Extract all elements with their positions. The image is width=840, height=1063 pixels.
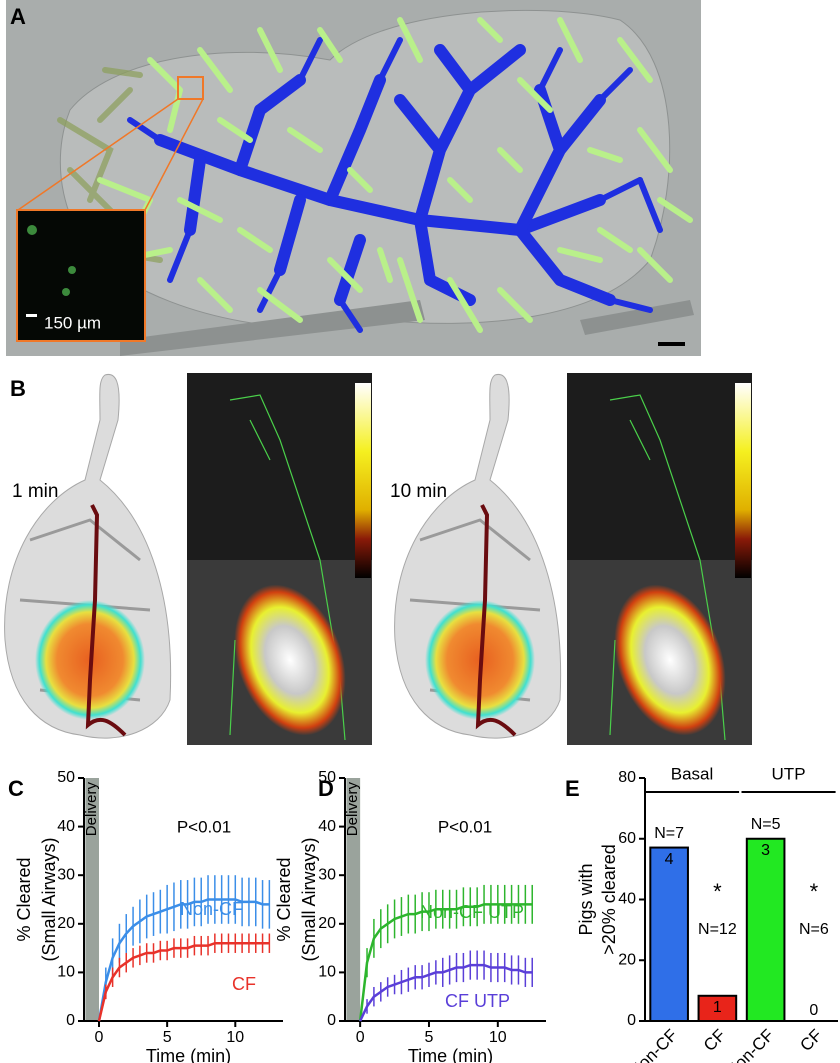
- bar-count: 0: [809, 1002, 818, 1019]
- x-tick-label: 5: [163, 1029, 172, 1046]
- y-tick-label: 20: [318, 915, 336, 932]
- x-tick-label: 5: [425, 1029, 434, 1046]
- series-label: CF UTP: [445, 991, 510, 1011]
- y-axis-label: % Cleared: [274, 857, 294, 941]
- panel-label: D: [318, 776, 334, 801]
- y-tick-label: 40: [618, 891, 636, 908]
- y-axis-label: >20% cleared: [599, 844, 619, 955]
- series-label: CF: [232, 974, 256, 994]
- n-label: N=6: [799, 921, 829, 938]
- series-line: [359, 963, 533, 1022]
- n-label: N=5: [751, 816, 781, 833]
- time-label: 1 min: [12, 481, 58, 502]
- y-axis-label: Pigs with: [576, 863, 596, 935]
- panel-b-image: [4, 372, 753, 752]
- y-tick-label: 10: [57, 964, 75, 981]
- x-axis-label: Time (min): [408, 1046, 493, 1063]
- y-tick-label: 60: [618, 830, 636, 847]
- y-tick-label: 50: [57, 769, 75, 786]
- x-axis-label: Time (min): [146, 1046, 231, 1063]
- y-tick-label: 0: [327, 1012, 336, 1029]
- x-tick-label: CF: [700, 1026, 729, 1055]
- delivery-label: Delivery: [344, 782, 361, 837]
- x-tick-label: Non-CF: [626, 1026, 682, 1063]
- y-tick-label: 40: [57, 818, 75, 835]
- bar: [697, 994, 738, 1023]
- panel-label: C: [8, 776, 24, 801]
- series-line: [97, 898, 270, 1022]
- y-tick-label: 20: [57, 915, 75, 932]
- panel-label: A: [10, 4, 26, 29]
- y-tick-label: 30: [57, 866, 75, 883]
- x-tick-label: 10: [226, 1029, 244, 1046]
- y-tick-label: 30: [318, 866, 336, 883]
- n-label: N=7: [654, 825, 684, 842]
- y-tick-label: 40: [318, 818, 336, 835]
- bar: [649, 846, 689, 1023]
- series-label: Non-CF UTP: [420, 902, 524, 922]
- series-line: [97, 941, 270, 1022]
- x-tick-label: 0: [95, 1029, 104, 1046]
- significance: *: [713, 879, 722, 904]
- y-tick-label: 0: [627, 1012, 636, 1029]
- series-line: [358, 903, 533, 1022]
- y-tick-label: 50: [318, 769, 336, 786]
- y-tick-label: 0: [66, 1012, 75, 1029]
- group-label: Basal: [671, 764, 714, 783]
- delivery-band: [346, 778, 361, 1021]
- panel-label: B: [10, 376, 26, 401]
- bar-count: 3: [761, 842, 770, 859]
- annotation: P<0.01: [438, 817, 492, 836]
- y-axis-label: % Cleared: [14, 857, 34, 941]
- bar: [745, 837, 786, 1022]
- x-tick-label: 0: [356, 1029, 365, 1046]
- bar-count: 4: [665, 851, 674, 868]
- significance: *: [810, 879, 819, 904]
- y-axis-label: (Small Airways): [39, 837, 59, 961]
- y-tick-label: 80: [618, 769, 636, 786]
- scale-label: 150 µm: [44, 313, 101, 332]
- y-tick-label: 20: [618, 951, 636, 968]
- delivery-label: Delivery: [83, 782, 100, 837]
- y-tick-label: 10: [318, 964, 336, 981]
- panel-label: E: [565, 776, 580, 801]
- annotation: P<0.01: [177, 817, 231, 836]
- x-tick-label: CF: [796, 1026, 825, 1055]
- x-tick-label: 10: [489, 1029, 507, 1046]
- time-label: 10 min: [390, 481, 447, 502]
- group-label: UTP: [772, 764, 806, 783]
- n-label: N=12: [698, 921, 737, 938]
- delivery-band: [85, 778, 99, 1021]
- y-axis-label: (Small Airways): [299, 837, 319, 961]
- series-label: Non-CF: [180, 899, 243, 919]
- bar-count: 1: [713, 999, 722, 1016]
- panel-a-image: [6, 0, 701, 356]
- x-tick-label: Non-CF: [722, 1026, 778, 1063]
